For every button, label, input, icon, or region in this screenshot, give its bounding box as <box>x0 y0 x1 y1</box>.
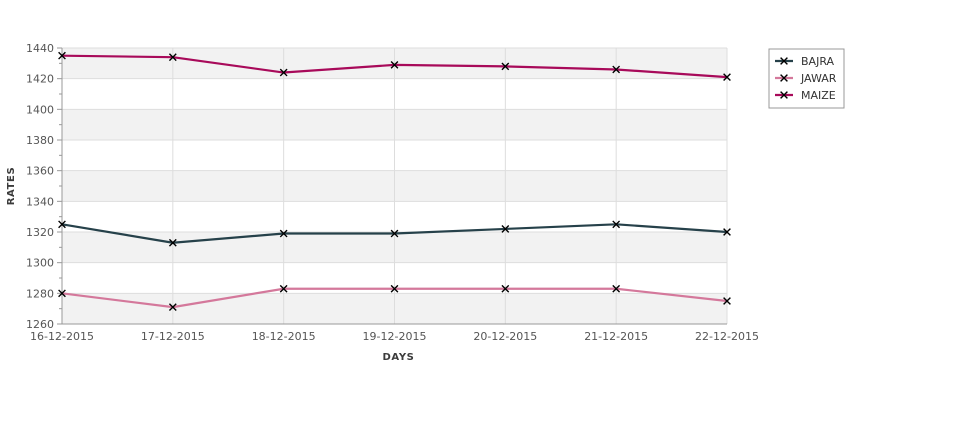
data-point-marker <box>390 60 399 69</box>
data-point-marker <box>390 284 399 293</box>
chart-legend: BAJRA JAWAR MAIZE <box>768 48 845 109</box>
x-axis-ticks: 16-12-2015 17-12-2015 18-12-2015 19-12-2015… <box>30 330 759 343</box>
y-tick-label: 1400 <box>26 103 54 116</box>
data-point-marker <box>723 228 731 236</box>
data-point-marker <box>279 284 288 293</box>
data-point-marker <box>390 229 399 238</box>
series-jawar <box>58 284 731 312</box>
axis-titles: RATES DAYS <box>6 167 414 363</box>
legend-marker-icon <box>780 74 788 82</box>
legend-label: MAIZE <box>801 89 836 102</box>
data-point-marker <box>501 62 510 71</box>
y-tick-label: 1260 <box>26 318 54 331</box>
x-tick-label: 17-12-2015 <box>141 330 205 343</box>
data-point-marker <box>612 220 621 229</box>
y-axis-ticks: 1260 1280 1300 1320 1340 1360 1380 1400 1420 1440 <box>26 42 62 331</box>
y-tick-label: 1440 <box>26 42 54 55</box>
series-bajra <box>58 220 731 247</box>
y-tick-label: 1360 <box>26 165 54 178</box>
data-point-marker <box>279 68 288 77</box>
data-point-marker <box>723 297 731 305</box>
legend-item-jawar[interactable]: JAWAR <box>775 72 837 85</box>
legend-item-maize[interactable]: MAIZE <box>775 89 836 102</box>
y-tick-label: 1340 <box>26 195 54 208</box>
data-point-marker <box>58 51 66 60</box>
y-tick-label: 1300 <box>26 257 54 270</box>
data-point-marker <box>168 238 177 247</box>
y-tick-label: 1320 <box>26 226 54 239</box>
series-maize <box>58 51 731 82</box>
data-series <box>58 51 731 312</box>
legend-marker-icon <box>780 91 788 99</box>
legend-marker-icon <box>780 57 788 65</box>
x-tick-label: 20-12-2015 <box>473 330 537 343</box>
legend-label: BAJRA <box>801 55 835 68</box>
y-axis-title: RATES <box>6 167 17 206</box>
data-point-marker <box>58 220 66 229</box>
x-tick-label: 21-12-2015 <box>584 330 648 343</box>
y-tick-label: 1380 <box>26 134 54 147</box>
data-point-marker <box>279 229 288 238</box>
x-tick-label: 22-12-2015 <box>695 330 759 343</box>
data-point-marker <box>501 225 510 233</box>
data-point-marker <box>612 284 621 293</box>
data-point-marker <box>168 303 177 312</box>
y-tick-label: 1280 <box>26 287 54 300</box>
data-point-marker <box>612 65 621 74</box>
data-point-marker <box>501 284 510 293</box>
x-tick-label: 16-12-2015 <box>30 330 94 343</box>
data-point-marker <box>168 53 177 62</box>
legend-label: JAWAR <box>800 72 837 85</box>
legend-item-bajra[interactable]: BAJRA <box>775 55 835 68</box>
data-point-marker <box>723 73 731 82</box>
y-tick-label: 1420 <box>26 73 54 86</box>
x-tick-label: 19-12-2015 <box>363 330 427 343</box>
data-point-marker <box>58 289 66 298</box>
x-tick-label: 18-12-2015 <box>252 330 316 343</box>
x-axis-title: DAYS <box>383 352 415 363</box>
